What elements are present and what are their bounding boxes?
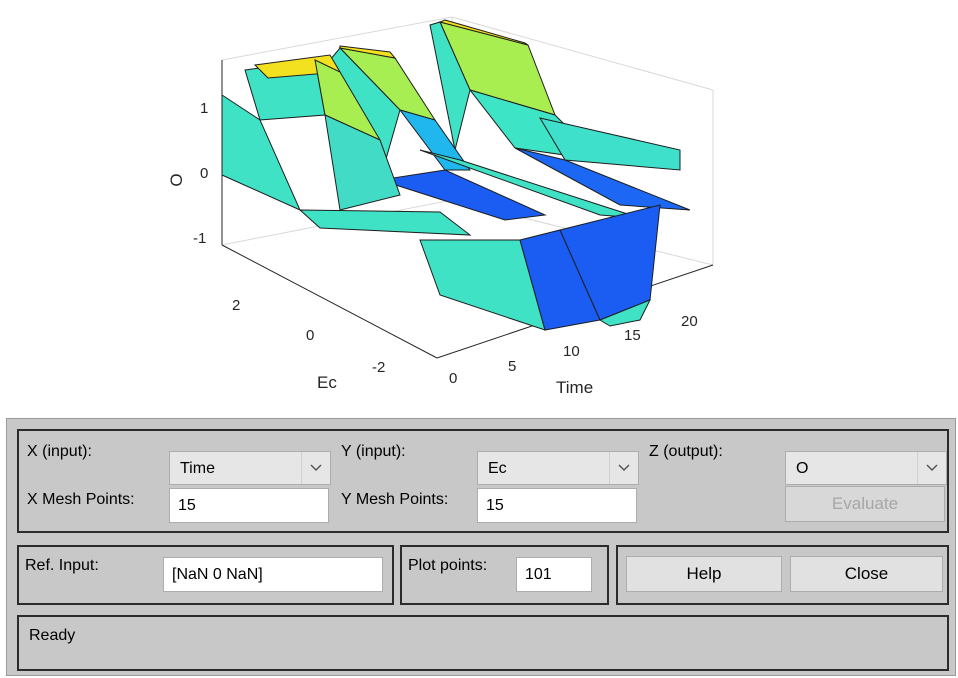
y-tick-2: 2 <box>232 297 240 314</box>
evaluate-button[interactable]: Evaluate <box>785 486 945 522</box>
input-selection-group: X (input): Time Y (input): Ec Z (output)… <box>17 429 949 533</box>
z-tick-1: 1 <box>200 100 208 117</box>
y-mesh-input[interactable] <box>477 488 637 523</box>
x-tick-10: 10 <box>563 343 580 360</box>
surface-plot-svg: 1 0 -1 2 0 -2 0 5 10 15 20 O Ec Time <box>167 16 714 397</box>
surface-plot: 1 0 -1 2 0 -2 0 5 10 15 20 O Ec Time <box>167 16 714 397</box>
y-input-value: Ec <box>488 460 507 477</box>
y-tick-minus2: -2 <box>372 359 385 376</box>
x-tick-15: 15 <box>624 327 641 344</box>
y-tick-0: 0 <box>306 327 314 344</box>
plot-points-input[interactable] <box>516 557 592 592</box>
y-input-label: Y (input): <box>341 443 406 460</box>
x-tick-20: 20 <box>681 313 698 330</box>
action-buttons-group: Help Close <box>616 545 949 605</box>
control-panel: X (input): Time Y (input): Ec Z (output)… <box>6 418 956 676</box>
chevron-down-icon <box>609 452 638 484</box>
surface-mesh <box>221 19 691 331</box>
plot-points-label: Plot points: <box>408 557 488 574</box>
z-axis-label: O <box>167 173 186 186</box>
x-tick-0: 0 <box>449 370 457 387</box>
status-bar: Ready <box>17 615 949 671</box>
close-button[interactable]: Close <box>790 556 943 592</box>
chevron-down-icon <box>917 452 946 484</box>
ref-input-group: Ref. Input: <box>17 545 394 605</box>
z-tick-0: 0 <box>200 165 208 182</box>
x-mesh-input[interactable] <box>169 488 329 523</box>
y-axis-label: Ec <box>317 373 337 392</box>
ref-input-label: Ref. Input: <box>25 557 99 574</box>
x-input-value: Time <box>180 460 215 477</box>
x-tick-5: 5 <box>508 358 516 375</box>
x-axis-label: Time <box>556 378 593 397</box>
z-output-value: O <box>796 460 809 477</box>
ref-input-field[interactable] <box>163 557 383 592</box>
chevron-down-icon <box>301 452 330 484</box>
z-tick-minus1: -1 <box>193 230 206 247</box>
z-output-label: Z (output): <box>649 443 723 460</box>
y-mesh-label: Y Mesh Points: <box>341 491 449 508</box>
status-text: Ready <box>29 627 76 644</box>
z-output-dropdown[interactable]: O <box>785 451 947 485</box>
help-button[interactable]: Help <box>626 556 782 592</box>
plot-points-group: Plot points: <box>400 545 609 605</box>
y-input-dropdown[interactable]: Ec <box>477 451 639 485</box>
x-mesh-label: X Mesh Points: <box>27 491 135 508</box>
x-input-dropdown[interactable]: Time <box>169 451 331 485</box>
x-input-label: X (input): <box>27 443 92 460</box>
